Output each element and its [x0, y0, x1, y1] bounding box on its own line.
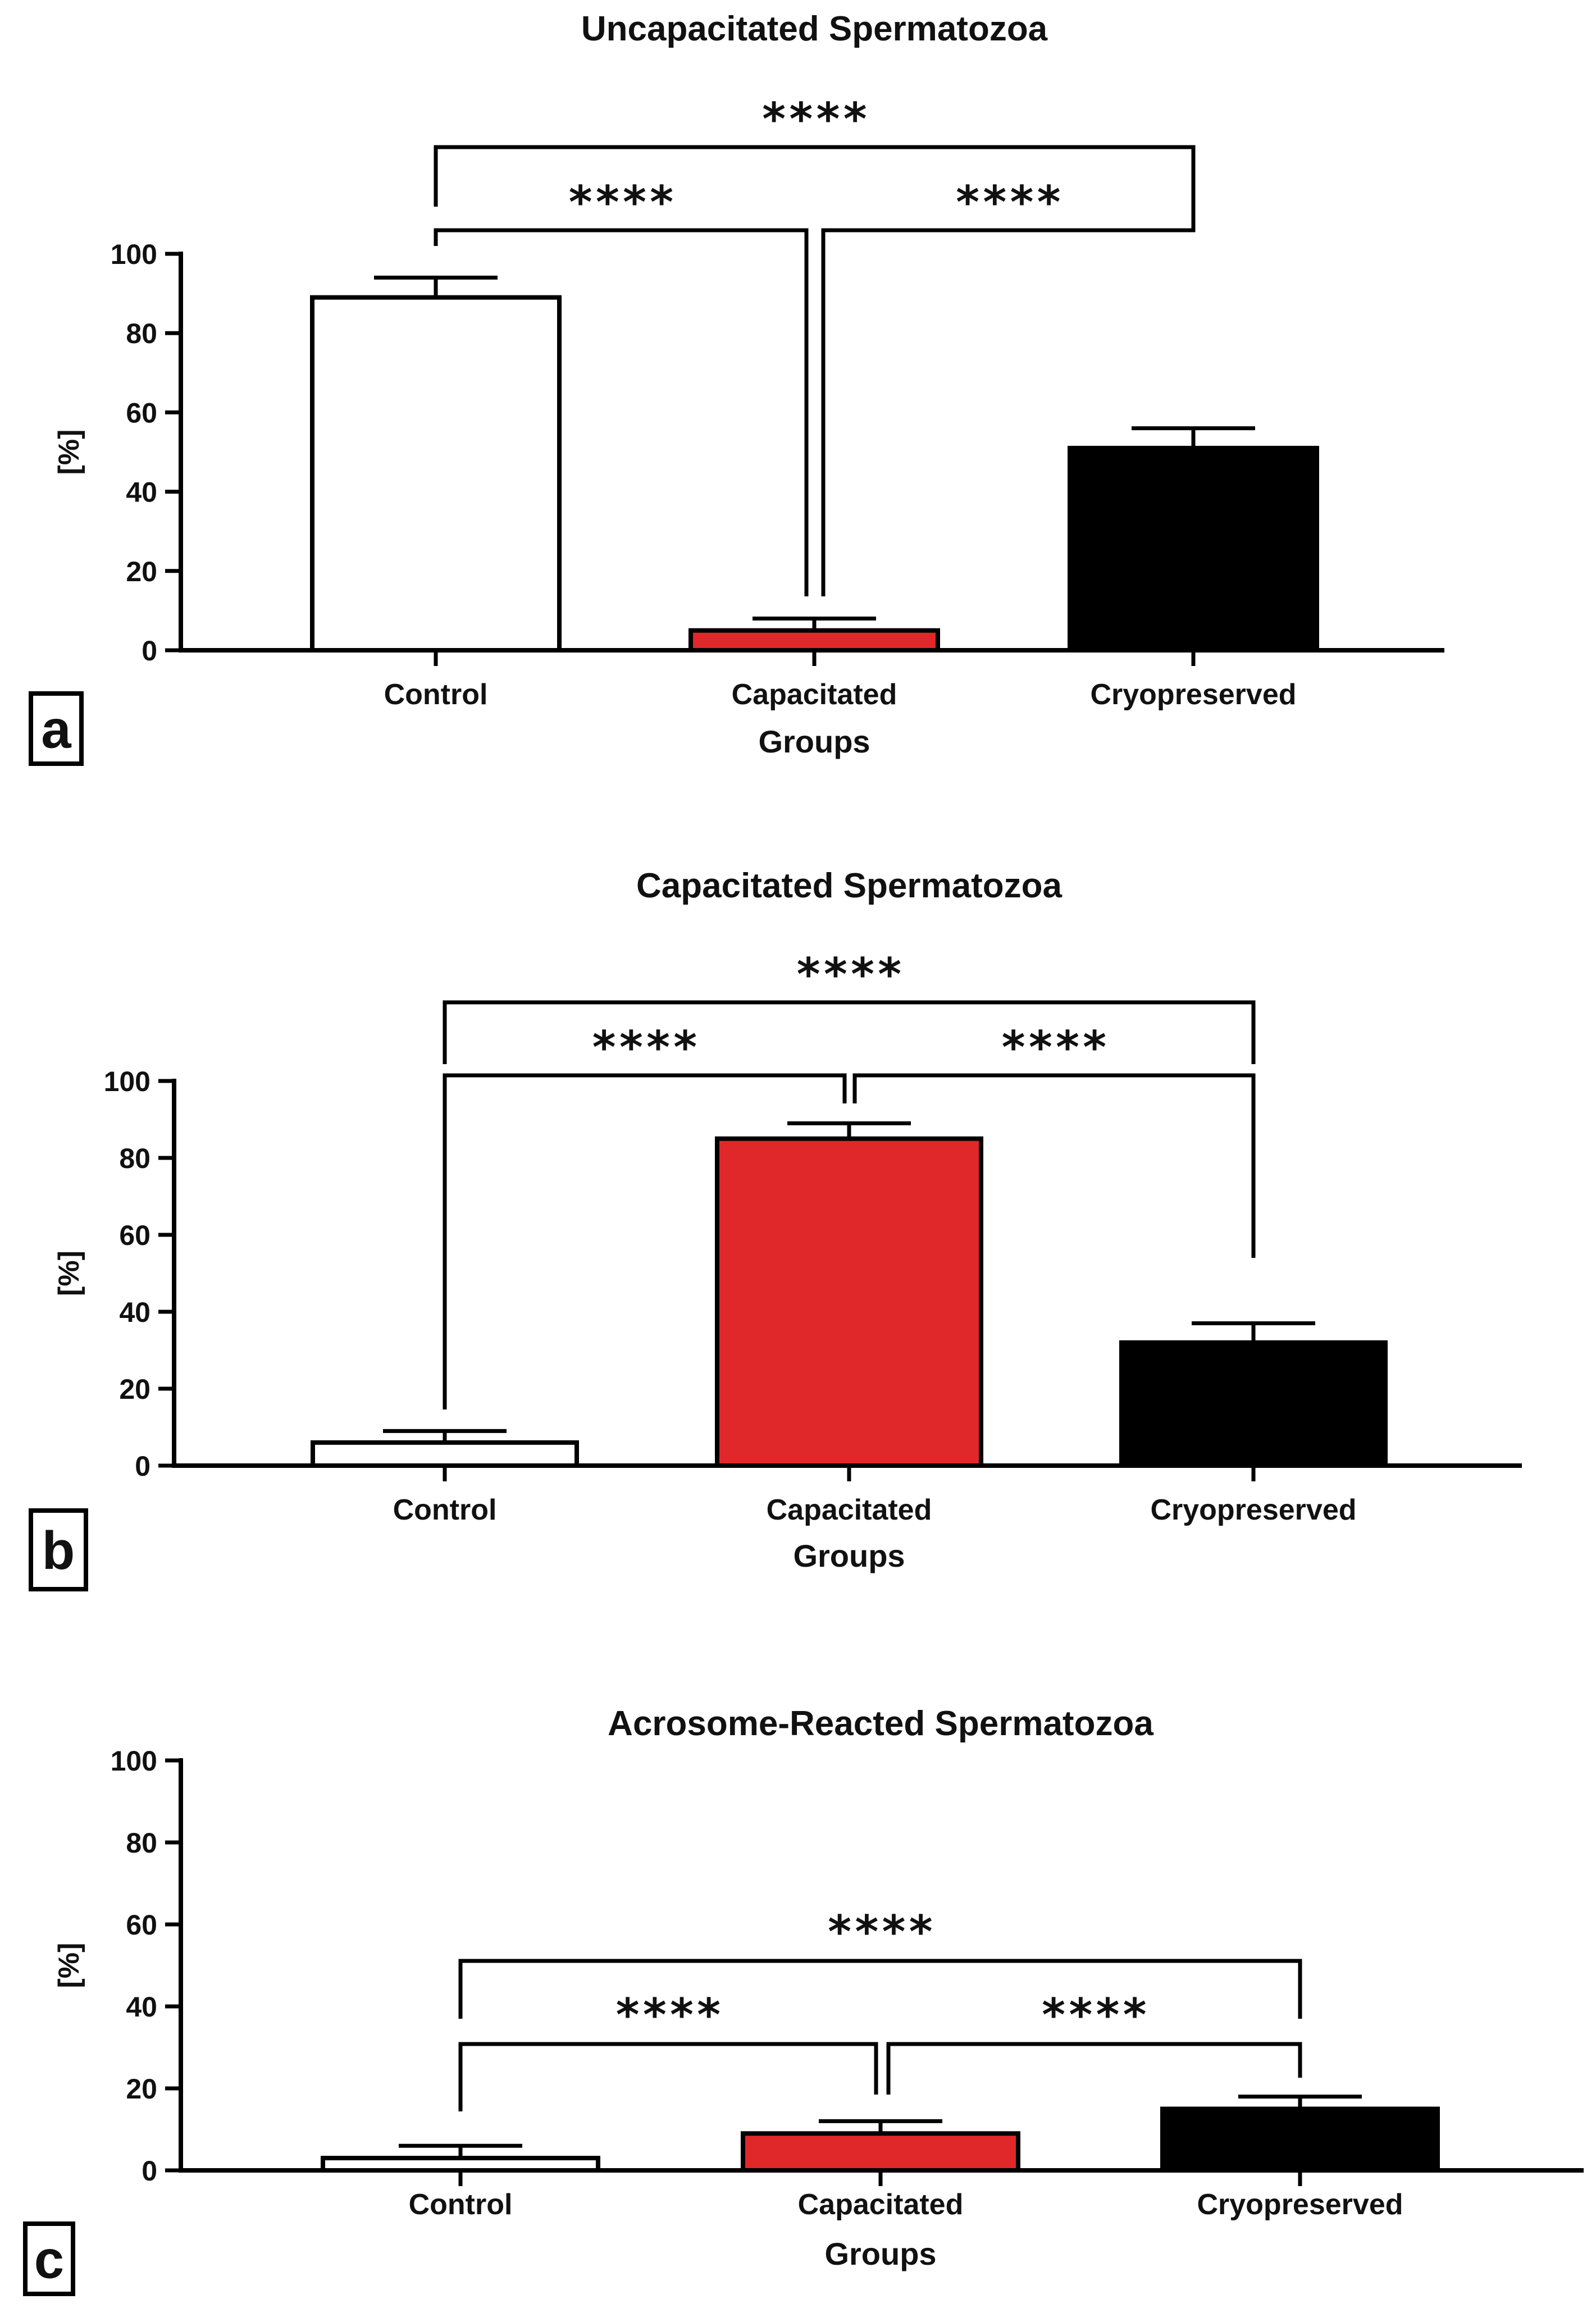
bar-cryopreserved: [1068, 445, 1319, 653]
chart-title: Uncapacitated Spermatozoa: [581, 10, 1048, 48]
x-axis-label: Groups: [758, 724, 870, 759]
significance-label: ****: [591, 1021, 699, 1074]
significance-bracket: [852, 1073, 1256, 1258]
panel-c: Acrosome-Reacted Spermatozoa 0 20 40 60 80 100…: [23, 1704, 1584, 2296]
panel-label: a: [41, 700, 71, 760]
y-tick-label: 20: [119, 1374, 151, 1405]
y-tick-label: 100: [104, 1066, 151, 1097]
category-label: Cryopreserved: [1090, 678, 1296, 711]
panel-a: Uncapacitated Spermatozoa 0 20 40 60 80 100 Con…: [29, 10, 1444, 766]
bar-cryopreserved: [1160, 2106, 1440, 2173]
category-label: Capacitated: [732, 678, 897, 711]
significance-bracket: [821, 207, 1196, 596]
y-tick-label: 60: [126, 397, 157, 428]
bar-cryopreserved: [1119, 1340, 1388, 1468]
panel-label: c: [34, 2230, 64, 2290]
significance-label: ****: [760, 93, 869, 145]
y-tick-label: 80: [126, 318, 157, 349]
bar-capacitated: [688, 628, 940, 653]
bar-control: [311, 1440, 579, 1468]
y-tick-label: 40: [126, 477, 157, 508]
bar-control: [310, 295, 562, 653]
significance-bracket: [886, 2042, 1302, 2095]
category-label: Control: [393, 1494, 497, 1526]
y-tick-label: 100: [111, 239, 157, 270]
y-axis-label: [%]: [53, 430, 85, 475]
y-tick-label: 60: [119, 1220, 151, 1251]
significance-bracket: [434, 228, 809, 596]
category-label: Capacitated: [767, 1494, 932, 1526]
category-label: Control: [409, 2188, 513, 2221]
significance-label: ****: [795, 948, 904, 1001]
panel-label: b: [42, 1521, 75, 1581]
y-tick-label: 0: [142, 635, 157, 667]
y-tick-label: 80: [126, 1827, 157, 1859]
panel-b: Capacitated Spermatozoa 0 20 40 60 80 100 Contr…: [29, 866, 1522, 1591]
significance-label: ****: [826, 1906, 934, 1958]
significance-label: ****: [614, 1989, 723, 2041]
significance-bracket: [443, 1000, 1256, 1064]
category-label: Cryopreserved: [1197, 2188, 1403, 2221]
category-label: Capacitated: [798, 2188, 964, 2221]
bar-capacitated: [715, 1136, 983, 1468]
significance-bracket: [434, 145, 1196, 207]
panel-label-box: [23, 2221, 75, 2296]
y-tick-label: 0: [142, 2155, 157, 2187]
chart-title: Capacitated Spermatozoa: [636, 866, 1063, 905]
y-tick-label: 20: [126, 556, 157, 587]
category-label: Control: [384, 678, 488, 711]
significance-label: ****: [1000, 1021, 1109, 1074]
x-axis-label: Groups: [793, 1538, 905, 1573]
y-tick-label: 20: [126, 2073, 157, 2105]
panel-label-box: [29, 1508, 88, 1591]
significance-bracket: [443, 1073, 847, 1409]
y-tick-label: 40: [126, 1991, 157, 2023]
significance-bracket: [458, 1959, 1302, 2019]
category-label: Cryopreserved: [1150, 1494, 1356, 1526]
y-axis-label: [%]: [53, 1251, 85, 1296]
significance-bracket: [458, 2042, 878, 2111]
y-tick-label: 60: [126, 1909, 157, 1941]
y-tick-label: 80: [119, 1143, 151, 1174]
chart-title: Acrosome-Reacted Spermatozoa: [608, 1704, 1153, 1743]
y-tick-label: 40: [119, 1297, 151, 1328]
panel-label-box: [29, 691, 84, 766]
significance-label: ****: [1040, 1989, 1148, 2041]
y-tick-label: 0: [135, 1450, 151, 1482]
significance-label: ****: [954, 176, 1063, 229]
significance-label: ****: [567, 176, 676, 229]
bar-capacitated: [741, 2131, 1020, 2173]
y-axis-label: [%]: [53, 1943, 85, 1988]
y-tick-label: 100: [111, 1745, 157, 1777]
x-axis-label: Groups: [824, 2236, 936, 2271]
